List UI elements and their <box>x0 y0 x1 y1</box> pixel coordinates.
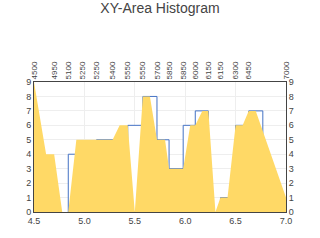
svg-text:6: 6 <box>289 120 294 130</box>
svg-text:5100: 5100 <box>64 61 73 79</box>
svg-text:5550: 5550 <box>138 61 147 79</box>
svg-text:5.5: 5.5 <box>129 216 142 226</box>
svg-text:7000: 7000 <box>282 61 291 79</box>
svg-text:2: 2 <box>289 178 294 188</box>
svg-text:6.0: 6.0 <box>179 216 192 226</box>
svg-text:4950: 4950 <box>50 61 59 79</box>
svg-text:6300: 6300 <box>231 61 240 79</box>
svg-text:9: 9 <box>289 77 294 87</box>
svg-text:7: 7 <box>26 106 31 116</box>
svg-text:9: 9 <box>26 77 31 87</box>
svg-text:4: 4 <box>289 149 294 159</box>
svg-text:6150: 6150 <box>204 61 213 79</box>
svg-text:0: 0 <box>289 207 294 217</box>
svg-text:5400: 5400 <box>108 61 117 79</box>
svg-text:5: 5 <box>26 135 31 145</box>
svg-text:5700: 5700 <box>153 61 162 79</box>
svg-text:6150: 6150 <box>216 61 225 79</box>
svg-text:4: 4 <box>26 149 31 159</box>
svg-text:5850: 5850 <box>179 61 188 79</box>
svg-text:0: 0 <box>26 207 31 217</box>
svg-text:2: 2 <box>26 178 31 188</box>
svg-text:6450: 6450 <box>244 61 253 79</box>
svg-text:8: 8 <box>289 92 294 102</box>
svg-text:6: 6 <box>26 120 31 130</box>
svg-text:4500: 4500 <box>30 61 39 79</box>
svg-text:1: 1 <box>289 193 294 203</box>
svg-text:6.5: 6.5 <box>229 216 242 226</box>
svg-text:7: 7 <box>289 106 294 116</box>
svg-text:1: 1 <box>26 193 31 203</box>
svg-text:5: 5 <box>289 135 294 145</box>
svg-text:XY-Area Histogram: XY-Area Histogram <box>100 0 219 16</box>
svg-text:4.5: 4.5 <box>28 216 41 226</box>
svg-text:5250: 5250 <box>92 61 101 79</box>
svg-text:6000: 6000 <box>191 61 200 79</box>
svg-text:3: 3 <box>26 164 31 174</box>
svg-text:5850: 5850 <box>165 61 174 79</box>
svg-text:8: 8 <box>26 92 31 102</box>
svg-text:7.0: 7.0 <box>280 216 293 226</box>
svg-text:5.0: 5.0 <box>78 216 91 226</box>
svg-text:3: 3 <box>289 164 294 174</box>
svg-text:5550: 5550 <box>123 61 132 79</box>
svg-text:5250: 5250 <box>78 61 87 79</box>
